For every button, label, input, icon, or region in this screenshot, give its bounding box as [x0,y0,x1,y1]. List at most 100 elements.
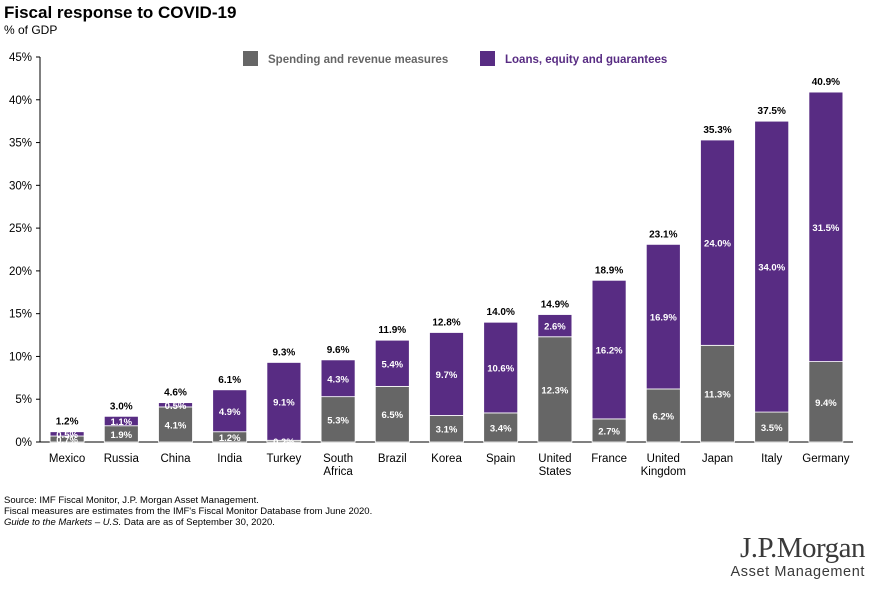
bar-spending [320,396,356,443]
y-tick-label: 35% [9,138,32,150]
x-tick-label: Japan [702,453,733,465]
data-label-loans: 24.0% [704,239,731,250]
footnotes: Source: IMF Fiscal Monitor, J.P. Morgan … [4,495,372,528]
x-tick-label: Korea [431,453,462,465]
bar-spending [537,336,573,443]
data-label-loans: 0.5% [56,430,78,441]
y-tick-label: 45% [9,52,32,64]
y-tick-label: 0% [15,437,32,449]
data-label-loans: 4.3% [327,374,349,385]
date-note: Guide to the Markets – U.S. Data are as … [4,517,372,528]
data-label-spending: 3.5% [761,423,783,434]
data-label-loans: 31.5% [812,223,839,234]
x-tick-label: Kingdom [641,466,686,478]
data-label-loans: 0.5% [165,401,187,412]
stacked-bar-chart: 0% 5% 10% 15% 20% 25% 30% 35% 40% 45% Spending and… [9,51,853,478]
x-tick-label: Russia [104,453,140,465]
y-tick-label: 5% [15,394,32,406]
data-label-loans: 16.9% [650,313,677,324]
bar-loans [158,402,193,408]
y-tick-label: 10% [9,351,32,363]
x-tick-label: Italy [761,453,782,465]
data-label-spending: 3.4% [490,423,512,434]
bar-spending [808,361,844,443]
jpmorgan-logo: J.P.Morgan Asset Management [730,533,865,581]
x-tick-label: United [538,453,571,465]
data-label-total: 3.0% [110,401,133,412]
logo-subtitle: Asset Management [730,564,865,580]
x-tick-label: South [323,453,353,465]
bar-loans [266,362,302,441]
x-tick-label: Mexico [49,453,85,465]
bar-loans [429,332,464,416]
y-tick-label: 30% [9,180,32,192]
data-label-total: 14.9% [541,300,569,311]
chart-subtitle: % of GDP [4,23,58,37]
bar-spending [483,412,519,443]
data-label-spending: 2.7% [598,426,620,437]
bar-spending [754,411,790,443]
legend-label: Loans, equity and guarantees [505,54,667,66]
data-label-total: 40.9% [812,77,840,88]
x-tick-label: Africa [323,466,353,478]
x-tick-label: Germany [802,453,850,465]
bar-loans [645,243,681,390]
data-label-spending: 6.2% [652,411,674,422]
data-label-loans: 34.0% [758,263,785,274]
x-tick-label: United [647,453,680,465]
data-label-loans: 1.1% [110,417,132,428]
data-label-loans: 16.2% [596,346,623,357]
legend-swatch [243,51,258,66]
data-label-loans: 9.7% [436,370,458,381]
logo-wordmark: J.P.Morgan [740,532,865,564]
bar-loans [808,91,844,362]
y-tick-label: 20% [9,266,32,278]
data-label-total: 12.8% [432,317,460,328]
bar-spending [429,415,464,443]
data-label-loans: 2.6% [544,322,566,333]
data-label-loans: 5.4% [381,359,403,370]
x-tick-label: France [591,453,627,465]
data-label-spending: 0.7% [56,435,78,446]
guide-title: Guide to the Markets – U.S. [4,517,122,528]
data-label-total: 9.3% [273,347,296,358]
data-label-loans: 10.6% [487,364,514,375]
data-label-spending: 4.1% [165,420,187,431]
data-label-total: 37.5% [758,106,786,117]
data-label-spending: 1.9% [110,430,132,441]
bar-loans [537,314,573,338]
legend-swatch [480,51,495,66]
data-label-total: 14.0% [487,307,515,318]
bar-loans [374,339,410,387]
data-label-spending: 1.2% [219,433,241,444]
bar-loans [754,120,790,413]
bar-loans [591,279,627,420]
data-label-loans: 4.9% [219,407,241,418]
legend-label: Spending and revenue measures [268,54,448,66]
data-label-spending: 12.3% [541,385,568,396]
data-label-spending: 5.3% [327,415,349,426]
bar-loans [700,139,735,346]
bar-loans [212,389,248,433]
x-tick-label: Brazil [378,453,407,465]
x-tick-label: Spain [486,453,515,465]
y-tick-label: 25% [9,223,32,235]
methodology-note: Fiscal measures are estimates from the I… [4,506,373,517]
bar-spending [700,344,735,443]
bar-loans [483,321,519,414]
bar-spending [158,406,193,443]
data-label-loans: 9.1% [273,397,295,408]
x-tick-label: China [160,453,191,465]
data-label-spending: 6.5% [381,410,403,421]
data-label-total: 9.6% [327,345,350,356]
data-label-total: 6.1% [218,375,241,386]
data-label-spending: 0.2% [273,437,295,448]
data-label-total: 4.6% [164,388,187,399]
bar-loans [320,359,356,398]
y-tick-label: 40% [9,95,32,107]
bar-spending [374,385,410,443]
x-tick-label: Turkey [267,453,302,465]
date-text: Data are as of September 30, 2020. [121,517,275,528]
source-note: Source: IMF Fiscal Monitor, J.P. Morgan … [4,495,259,506]
x-tick-label: India [217,453,243,465]
